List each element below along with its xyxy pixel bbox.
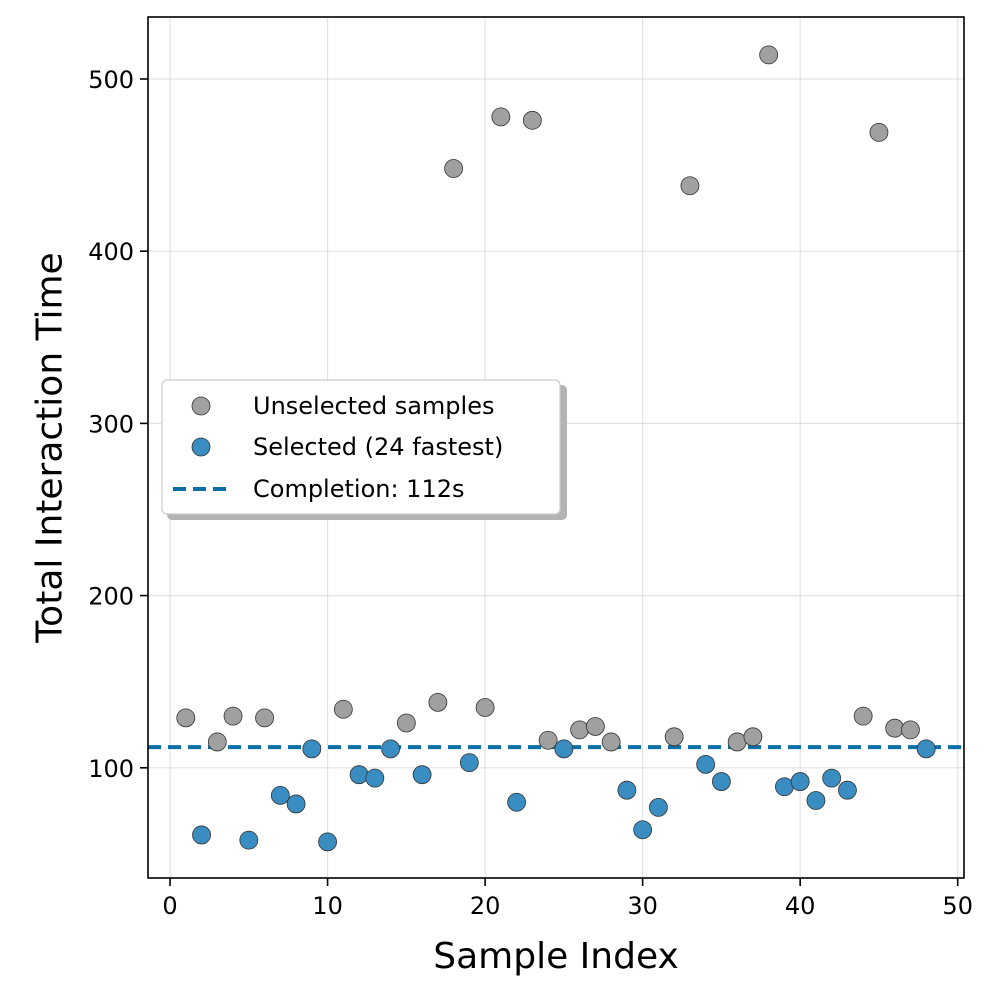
x-tick-label: 50 xyxy=(942,892,973,920)
unselected-point xyxy=(475,698,495,717)
selected-point xyxy=(633,820,653,840)
axis-ticks: 0 10 20 30 40 50 100 200 300 400 500 xyxy=(88,66,973,920)
selected-point xyxy=(916,739,936,759)
y-tick-label: 100 xyxy=(88,755,134,783)
unselected-point xyxy=(491,107,511,127)
selected-point xyxy=(790,772,810,791)
unselected-point xyxy=(727,732,747,752)
selected-point xyxy=(412,765,432,785)
unselected-point xyxy=(869,122,889,142)
selected-point xyxy=(648,797,668,817)
unselected-point xyxy=(396,713,416,733)
selected-point xyxy=(381,739,400,759)
selected-point xyxy=(239,830,259,850)
selected-point xyxy=(554,739,574,759)
y-tick-label: 200 xyxy=(88,583,134,611)
selected-point xyxy=(349,765,369,785)
unselected-point xyxy=(176,708,196,728)
x-tick-label: 0 xyxy=(162,892,177,920)
unselected-point xyxy=(664,727,684,747)
unselected-point xyxy=(901,720,920,740)
unselected-point xyxy=(601,732,621,752)
legend-box xyxy=(161,379,561,515)
selected-point xyxy=(318,832,337,852)
unselected-point xyxy=(223,706,243,726)
selected-point xyxy=(775,777,794,797)
selected-point xyxy=(507,792,527,812)
selected-point xyxy=(286,794,306,814)
selected-point xyxy=(192,825,211,845)
unselected-point xyxy=(444,159,464,178)
x-tick-label: 40 xyxy=(785,892,816,920)
unselected-point xyxy=(570,720,590,740)
y-tick-label: 300 xyxy=(88,410,134,438)
selected-point xyxy=(617,780,637,800)
data-points xyxy=(176,45,936,852)
legend-label-completion: Completion: 112s xyxy=(253,475,465,503)
x-tick-label: 30 xyxy=(627,892,658,920)
legend-marker-selected xyxy=(191,437,211,457)
selected-point xyxy=(838,780,857,800)
unselected-point xyxy=(885,718,905,738)
selected-point xyxy=(822,768,842,788)
x-tick-label: 20 xyxy=(470,892,501,920)
unselected-point xyxy=(585,717,605,736)
unselected-point xyxy=(743,727,763,747)
x-tick-label: 10 xyxy=(312,892,343,920)
unselected-point xyxy=(680,176,700,196)
unselected-point xyxy=(522,110,542,130)
y-tick-label: 500 xyxy=(88,66,134,94)
unselected-point xyxy=(428,692,448,712)
unselected-point xyxy=(538,730,558,750)
unselected-point xyxy=(853,706,873,726)
selected-point xyxy=(806,791,826,810)
unselected-point xyxy=(207,732,227,752)
unselected-point xyxy=(333,699,353,719)
selected-point xyxy=(712,772,731,791)
legend: Unselected samples Selected (24 fastest)… xyxy=(161,379,567,520)
y-axis-title: Total Interaction Time xyxy=(30,252,71,643)
selected-point xyxy=(365,768,385,788)
legend-label-unselected: Unselected samples xyxy=(253,392,494,420)
unselected-point xyxy=(255,708,274,728)
legend-marker-unselected xyxy=(191,396,211,416)
selected-point xyxy=(696,754,716,774)
plot-frame xyxy=(147,16,965,879)
unselected-point xyxy=(759,45,779,65)
selected-point xyxy=(459,753,479,773)
selected-point xyxy=(270,785,290,805)
y-tick-label: 400 xyxy=(88,238,134,266)
x-axis-title: Sample Index xyxy=(433,936,679,977)
selected-point xyxy=(302,739,322,759)
legend-label-selected: Selected (24 fastest) xyxy=(253,433,503,461)
